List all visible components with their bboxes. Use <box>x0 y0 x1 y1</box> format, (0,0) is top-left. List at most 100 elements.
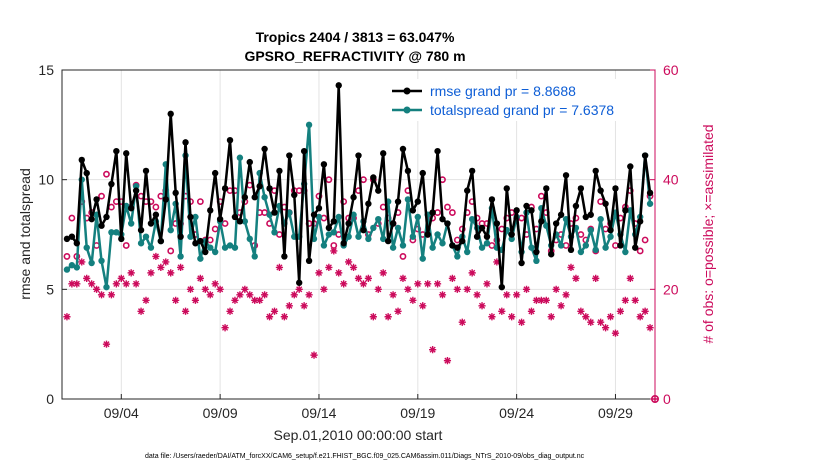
assimilated-point <box>399 274 407 282</box>
assimilated-point <box>478 302 486 310</box>
x-tick-label: 09/04 <box>104 405 139 421</box>
legend-rmse-marker <box>403 87 411 95</box>
assimilated-point <box>167 269 175 277</box>
assimilated-point <box>186 285 195 293</box>
assimilated-point <box>177 263 185 271</box>
totalspread-point <box>370 224 377 232</box>
assimilated-point <box>270 307 279 315</box>
assimilated-point <box>513 291 521 299</box>
assimilated-point <box>280 313 288 321</box>
totalspread-point <box>261 194 268 201</box>
y-tick-label: 0 <box>46 391 54 407</box>
rmse-point <box>493 220 501 227</box>
totalspread-point <box>380 235 387 243</box>
possible-point <box>641 236 649 244</box>
rmse-point <box>597 187 604 194</box>
x-tick-label: 09/29 <box>598 405 633 421</box>
assimilated-point <box>537 296 545 304</box>
rmse-point <box>300 147 308 155</box>
rmse-point <box>360 226 367 234</box>
x-tick-label: 09/14 <box>301 405 336 421</box>
rmse-point <box>552 220 560 227</box>
y-axis-left-ticks: 0 5 10 15 <box>38 62 67 407</box>
totalspread-point <box>142 233 150 240</box>
rmse-point <box>572 202 580 210</box>
assimilated-point <box>438 291 447 299</box>
assimilated-point <box>226 307 234 315</box>
rmse-point <box>271 209 278 216</box>
rmse-point <box>444 220 451 227</box>
assimilated-point <box>601 324 610 332</box>
assimilated-point <box>97 291 106 299</box>
assimilated-point <box>201 285 209 293</box>
possible-point <box>196 198 204 205</box>
rmse-point <box>562 172 570 179</box>
assimilated-point <box>142 296 150 304</box>
totalspread-point <box>103 283 110 291</box>
totalspread-point <box>127 220 135 227</box>
assimilated-point <box>127 269 135 277</box>
assimilated-point <box>631 296 639 304</box>
totalspread-point <box>68 262 76 269</box>
assimilated-point <box>73 280 81 288</box>
rmse-point <box>167 110 174 118</box>
totalspread-point <box>73 264 81 271</box>
rmse-point <box>350 194 357 201</box>
possible-point <box>167 247 175 255</box>
rmse-point <box>216 215 224 223</box>
totalspread-point <box>251 253 258 260</box>
rmse-point <box>315 204 323 212</box>
totalspread-point <box>607 233 614 240</box>
rmse-point <box>454 244 461 251</box>
totalspread-point <box>246 235 253 243</box>
rmse-point <box>429 209 436 216</box>
assimilated-point <box>636 313 644 321</box>
rmse-point <box>404 167 412 175</box>
assimilated-point <box>409 296 417 304</box>
assimilated-point <box>527 307 536 315</box>
rmse-point <box>592 167 599 175</box>
assimilated-point <box>325 263 333 271</box>
assimilated-point <box>394 307 402 315</box>
rmse-point <box>632 244 639 251</box>
rmse-point <box>622 207 629 214</box>
rmse-point <box>345 220 352 227</box>
totalspread-point <box>646 200 654 207</box>
assimilated-point <box>157 263 165 271</box>
assimilated-point <box>285 302 293 310</box>
legend-spread-marker <box>403 106 411 114</box>
rmse-point <box>118 235 125 243</box>
assimilated-point <box>567 263 575 271</box>
totalspread-point <box>592 246 599 254</box>
rmse-point <box>310 211 318 218</box>
assimilated-point <box>147 269 155 277</box>
totalspread-point <box>587 226 594 234</box>
assimilated-point <box>162 258 170 266</box>
chart-subtitle: GPSRO_REFRACTIVITY @ 780 m <box>244 48 465 64</box>
rmse-point <box>419 169 426 177</box>
totalspread-point <box>177 253 184 260</box>
rmse-point <box>142 167 150 175</box>
assimilated-point <box>552 285 560 293</box>
totalspread-point <box>108 229 115 236</box>
totalspread-point <box>83 244 90 251</box>
rmse-point <box>478 224 486 232</box>
assimilated-point <box>463 285 471 293</box>
totalspread-point <box>113 229 120 236</box>
assimilated-point <box>137 307 145 315</box>
rmse-point <box>384 237 392 245</box>
assimilated-point <box>646 324 654 332</box>
rmse-point <box>281 253 288 260</box>
rmse-point <box>365 200 372 207</box>
y-right-tick-label: 0 <box>663 391 671 407</box>
totalspread-point <box>478 244 486 251</box>
rmse-point <box>617 242 624 249</box>
rmse-point <box>93 196 100 203</box>
totalspread-point <box>137 240 145 247</box>
totalspread-point <box>464 248 471 256</box>
rmse-point <box>523 202 530 210</box>
rmse-point <box>192 240 199 247</box>
rmse-point <box>73 240 81 247</box>
assimilated-point <box>414 280 422 288</box>
